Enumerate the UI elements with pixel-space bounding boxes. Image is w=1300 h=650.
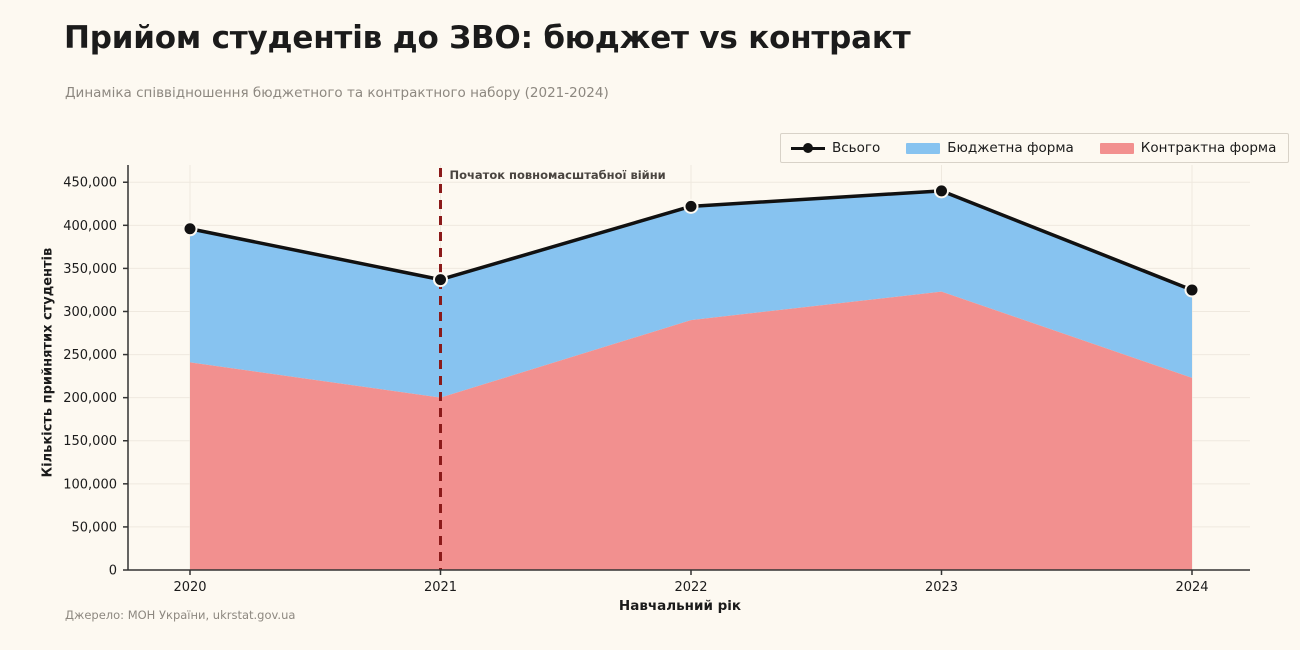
y-tick-label: 100,000 (63, 477, 117, 492)
x-tick-label: 2022 (674, 580, 707, 595)
y-tick-label: 0 (109, 564, 117, 579)
x-tick-label: 2023 (925, 580, 958, 595)
color-swatch-contract-icon (1099, 142, 1134, 154)
legend-item-budget[interactable]: Бюджетна форма (906, 140, 1074, 156)
total-line-group (182, 183, 1200, 298)
x-tick-label: 2020 (173, 580, 206, 595)
line-marker-icon (791, 142, 825, 154)
color-swatch-budget-icon (906, 142, 941, 154)
y-tick-label: 200,000 (63, 391, 117, 406)
annotation-label: Початок повномасштабної війни (450, 168, 666, 182)
y-tick-label: 350,000 (63, 262, 117, 277)
x-axis-label-text: Навчальний рік (618, 598, 742, 614)
x-tick-label: 2021 (424, 580, 457, 595)
page-subtitle: Динаміка співвідношення бюджетного та ко… (65, 85, 609, 101)
chart-legend: Всього Бюджетна форма Контрактна форма (780, 133, 1290, 163)
legend-item-total[interactable]: Всього (791, 140, 880, 156)
axes-group (123, 165, 1250, 575)
source-note: Джерело: МОН України, ukrstat.gov.ua (65, 608, 296, 622)
page-title: Прийом студентів до ЗВО: бюджет vs контр… (64, 20, 911, 56)
x-axis-label: Навчальний рік (0, 598, 1300, 614)
y-tick-label: 150,000 (63, 434, 117, 449)
annotation-group: Початок повномасштабної війни (439, 168, 666, 570)
y-tick-label: 50,000 (72, 520, 118, 535)
y-tick-label: 400,000 (63, 219, 117, 234)
legend-label-contract: Контрактна форма (1140, 140, 1277, 156)
y-tick-labels: 0 50,000 100,000 150,000 200,000 250,000 300,0… (63, 176, 117, 579)
x-tick-label: 2024 (1175, 580, 1208, 595)
legend-label-total: Всього (832, 140, 881, 156)
stacked-areas (190, 190, 1192, 570)
y-tick-label: 450,000 (63, 176, 117, 191)
legend-label-budget: Бюджетна форма (947, 140, 1074, 156)
y-tick-label: 250,000 (63, 348, 117, 363)
x-tick-labels: 2020 2021 2022 2023 2024 (173, 580, 1208, 595)
y-tick-label: 300,000 (63, 305, 117, 320)
legend-item-contract[interactable]: Контрактна форма (1099, 140, 1277, 156)
